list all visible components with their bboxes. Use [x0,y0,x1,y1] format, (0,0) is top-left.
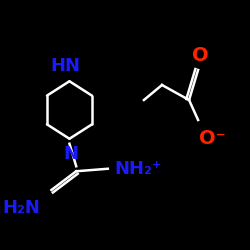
Text: O: O [192,46,209,65]
Text: O⁻: O⁻ [199,129,226,148]
Text: NH₂⁺: NH₂⁺ [114,160,162,178]
Text: N: N [63,145,78,163]
Text: H₂N: H₂N [2,199,40,217]
Text: HN: HN [50,57,80,75]
